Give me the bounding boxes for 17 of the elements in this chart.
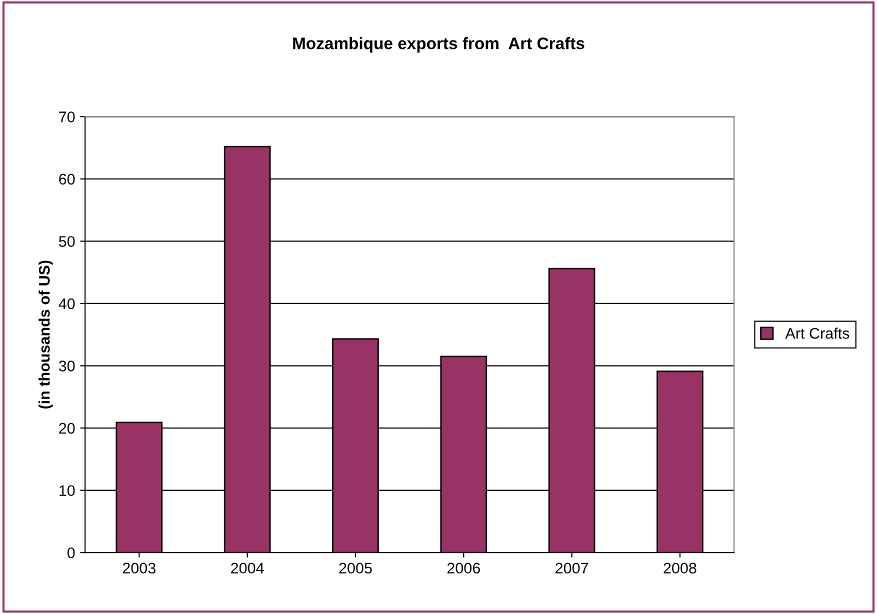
x-tick-label: 2005 — [339, 562, 372, 574]
y-tick-label: 20 — [59, 422, 75, 434]
x-tick-label: 2007 — [556, 562, 588, 574]
y-tick-label: 60 — [59, 174, 75, 185]
x-tick-label: 2003 — [122, 562, 156, 574]
y-tick-label: 40 — [58, 298, 75, 310]
y-axis-title: (in thousands of US) — [38, 260, 53, 409]
y-tick-label: 0 — [67, 547, 75, 558]
x-tick-label: 2008 — [664, 562, 696, 574]
y-tick-label: 30 — [58, 360, 75, 372]
legend-label: Art Crafts — [785, 328, 850, 339]
y-tick-label: 70 — [59, 112, 75, 122]
x-tick-label: 2004 — [231, 562, 264, 574]
x-tick-label: 2006 — [447, 562, 480, 574]
chart-title: Mozambique exports from Art Crafts — [293, 37, 584, 53]
y-tick-label: 10 — [60, 485, 75, 496]
y-tick-label: 50 — [58, 236, 75, 247]
